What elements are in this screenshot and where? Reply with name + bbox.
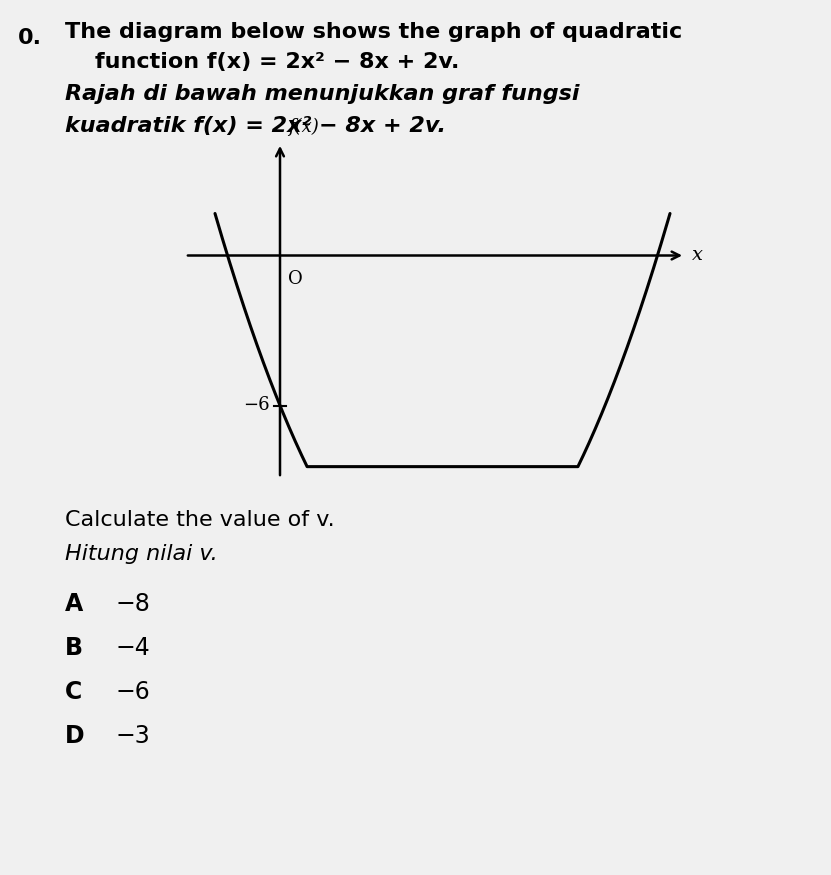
Text: The diagram below shows the graph of quadratic: The diagram below shows the graph of qua… [65,22,682,42]
Text: Calculate the value of v.: Calculate the value of v. [65,510,335,530]
Text: function f(x) = 2x² − 8x + 2v.: function f(x) = 2x² − 8x + 2v. [95,52,460,72]
Text: f(x): f(x) [288,118,319,136]
Text: D: D [65,724,85,748]
Text: Rajah di bawah menunjukkan graf fungsi: Rajah di bawah menunjukkan graf fungsi [65,84,579,104]
Text: −3: −3 [115,724,150,748]
Text: C: C [65,680,82,704]
Text: kuadratik f(x) = 2x² − 8x + 2v.: kuadratik f(x) = 2x² − 8x + 2v. [65,116,446,136]
Text: A: A [65,592,83,616]
Text: Hitung nilai v.: Hitung nilai v. [65,544,218,564]
Text: O: O [288,270,302,288]
Text: −6: −6 [115,680,150,704]
Text: −8: −8 [115,592,150,616]
Text: 0.: 0. [18,28,42,48]
Text: B: B [65,636,83,660]
Text: −4: −4 [115,636,150,660]
Text: x: x [692,247,703,264]
Text: −6: −6 [243,396,270,415]
